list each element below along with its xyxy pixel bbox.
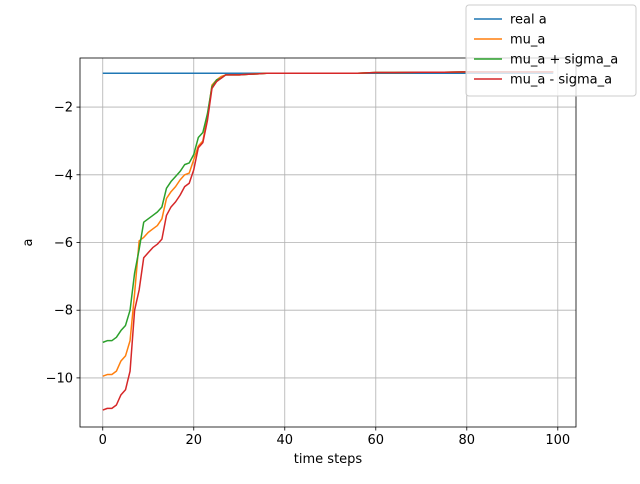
x-tick-label: 0: [99, 433, 107, 448]
y-tick-label: −8: [54, 304, 73, 319]
legend-entry-label: real a: [510, 13, 547, 28]
x-tick-label: 80: [459, 433, 476, 448]
legend-entry-label: mu_a: [510, 33, 545, 48]
axis-ticks: 0 20 40 60 80 100 −10 −8 −6 −4 −2: [46, 101, 571, 448]
series-lines: [102, 71, 554, 411]
y-tick-label: −2: [54, 101, 73, 116]
legend: real a mu_a mu_a + sigma_a mu_a - sigma_a: [465, 4, 637, 97]
y-axis-label: a: [21, 239, 36, 247]
series-line-1: [102, 71, 554, 377]
y-tick-label: −4: [54, 168, 73, 183]
x-axis-label: time steps: [294, 452, 363, 467]
y-tick-label: −6: [54, 236, 73, 251]
legend-entry-label: mu_a + sigma_a: [510, 53, 618, 68]
x-tick-label: 20: [185, 433, 202, 448]
series-line-3: [102, 71, 554, 411]
y-tick-label: −10: [46, 371, 73, 386]
grid: [80, 58, 576, 427]
legend-box: [465, 4, 637, 97]
x-tick-label: 60: [368, 433, 385, 448]
legend-entry-label: mu_a - sigma_a: [510, 73, 612, 88]
x-tick-label: 40: [276, 433, 293, 448]
x-tick-label: 100: [545, 433, 570, 448]
